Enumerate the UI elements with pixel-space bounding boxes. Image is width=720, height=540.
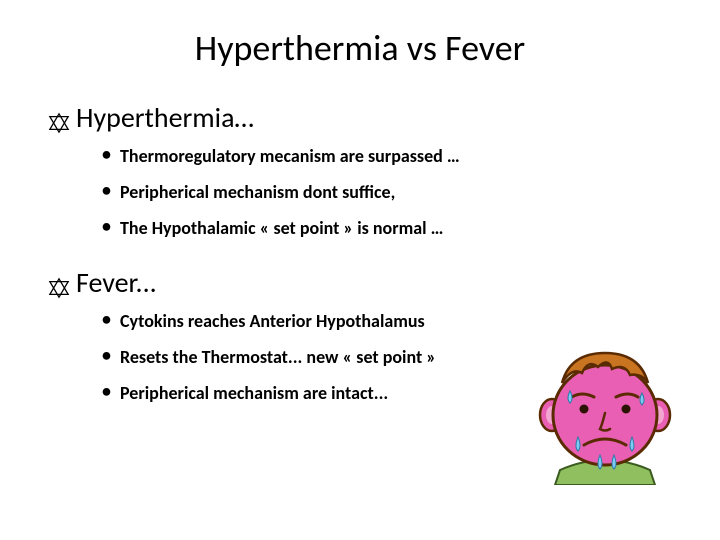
section-heading-label: Fever... [76, 265, 157, 300]
bullet-list-hyperthermia: Thermoregulatory mecanism are surpassed … [102, 145, 680, 239]
list-item: The Hypothalamic « set point » is normal… [102, 217, 680, 239]
list-item: Cytokins reaches Anterior Hypothalamus [102, 310, 680, 332]
slide: Hyperthermia vs Fever Hyperthermia… Ther… [0, 0, 720, 540]
star-of-david-icon [48, 272, 70, 294]
list-item: Thermoregulatory mecanism are surpassed … [102, 145, 680, 167]
page-title: Hyperthermia vs Fever [40, 26, 680, 70]
star-of-david-icon [48, 107, 70, 129]
sweating-face-cartoon-icon [530, 335, 680, 485]
section-heading-hyperthermia: Hyperthermia… [48, 100, 680, 135]
list-item: Peripherical mechanism dont suffice, [102, 181, 680, 203]
section-heading-fever: Fever... [48, 265, 680, 300]
section-heading-label: Hyperthermia… [76, 100, 254, 135]
section-hyperthermia: Hyperthermia… Thermoregulatory mecanism … [40, 100, 680, 239]
